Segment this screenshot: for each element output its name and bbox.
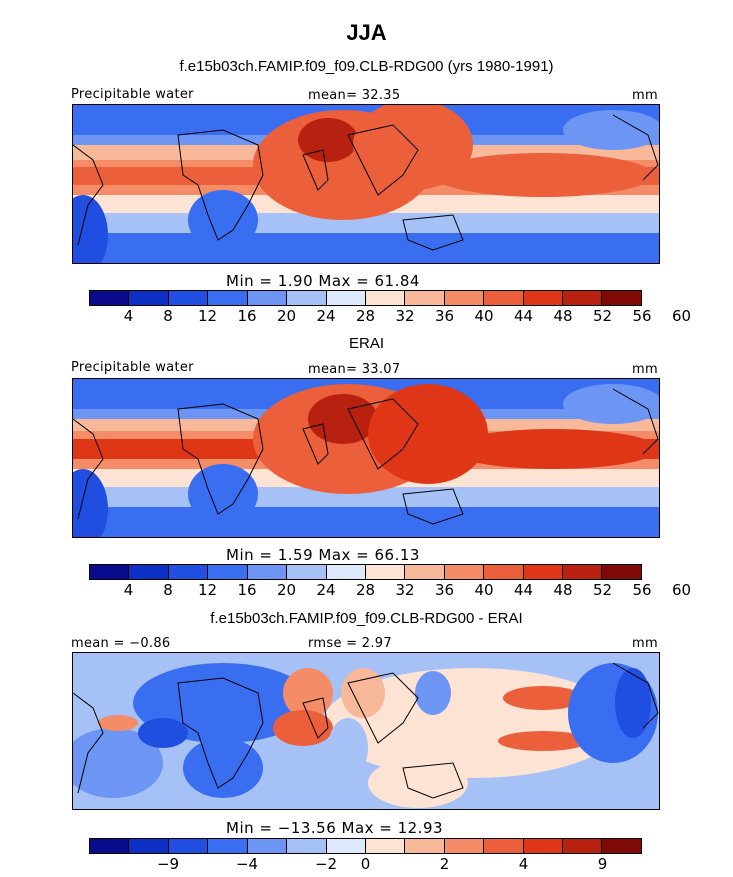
colorbar-tick-label: 4	[123, 581, 134, 599]
colorbar-tick-label: 48	[553, 307, 573, 325]
panel2-mean-label: mean= 33.07	[308, 362, 401, 377]
panel1-units-label: mm	[632, 88, 658, 103]
colorbar-tick-label: 20	[276, 307, 297, 325]
panel2-left-label: Precipitable water	[71, 360, 194, 375]
panel3-rmse-label: rmse = 2.97	[308, 636, 392, 651]
panel2-colorbar	[89, 564, 642, 580]
colorbar-tick-label: 52	[592, 307, 613, 325]
panel1-left-label: Precipitable water	[71, 87, 194, 102]
colorbar-tick-label: −4	[235, 855, 259, 873]
panel3-map	[72, 652, 660, 810]
colorbar-tick-label: 28	[355, 581, 376, 599]
colorbar-tick-label: 56	[632, 307, 652, 325]
panel2-subtitle: ERAI	[348, 335, 384, 352]
panel3-colorbar	[89, 838, 642, 854]
colorbar-tick-label: 16	[237, 307, 257, 325]
colorbar-tick-label: 60	[671, 307, 692, 325]
colorbar-tick-label: 44	[513, 307, 534, 325]
colorbar-tick-label: 48	[553, 581, 573, 599]
colorbar-tick-label: 0	[360, 855, 371, 873]
colorbar-tick-label: 16	[237, 581, 257, 599]
colorbar-tick-label: 36	[434, 581, 455, 599]
colorbar-tick-label: 40	[474, 307, 494, 325]
panel2-map	[72, 378, 660, 538]
colorbar-tick-label: 56	[632, 581, 652, 599]
panel2-units-label: mm	[632, 362, 658, 377]
panel3-subtitle: f.e15b03ch.FAMIP.f09_f09.CLB-RDG00 - ERA…	[210, 610, 523, 627]
panel1-colorbar	[89, 290, 642, 306]
colorbar-tick-label: 9	[597, 855, 608, 873]
colorbar-tick-label: 12	[197, 307, 218, 325]
colorbar-tick-label: 40	[474, 581, 494, 599]
panel1-subtitle: f.e15b03ch.FAMIP.f09_f09.CLB-RDG00 (yrs …	[179, 58, 554, 75]
figure-title: JJA	[346, 20, 387, 45]
colorbar-tick-label: 28	[355, 307, 376, 325]
colorbar-tick-label: 2	[439, 855, 450, 873]
colorbar-tick-label: 32	[395, 307, 415, 325]
colorbar-tick-label: 12	[197, 581, 218, 599]
panel1-minmax: Min = 1.90 Max = 61.84	[226, 272, 420, 290]
panel3-minmax: Min = −13.56 Max = 12.93	[226, 819, 444, 837]
panel1-mean-label: mean= 32.35	[308, 88, 401, 103]
colorbar-tick-label: 20	[276, 581, 297, 599]
panel3-units-label: mm	[632, 636, 658, 651]
colorbar-tick-label: 8	[163, 307, 173, 325]
panel2-minmax: Min = 1.59 Max = 66.13	[226, 546, 420, 564]
colorbar-tick-label: 8	[163, 581, 173, 599]
colorbar-tick-label: −2	[314, 855, 338, 873]
panel1-map	[72, 104, 660, 264]
colorbar-tick-label: 52	[592, 581, 613, 599]
colorbar-tick-label: 4	[518, 855, 529, 873]
colorbar-tick-label: 24	[316, 307, 336, 325]
panel3-mean-label: mean = −0.86	[71, 636, 171, 651]
colorbar-tick-label: 60	[671, 581, 692, 599]
colorbar-tick-label: 44	[513, 581, 534, 599]
colorbar-tick-label: 4	[123, 307, 134, 325]
colorbar-tick-label: 24	[316, 581, 336, 599]
colorbar-tick-label: 36	[434, 307, 455, 325]
colorbar-tick-label: −9	[156, 855, 180, 873]
colorbar-tick-label: 32	[395, 581, 415, 599]
